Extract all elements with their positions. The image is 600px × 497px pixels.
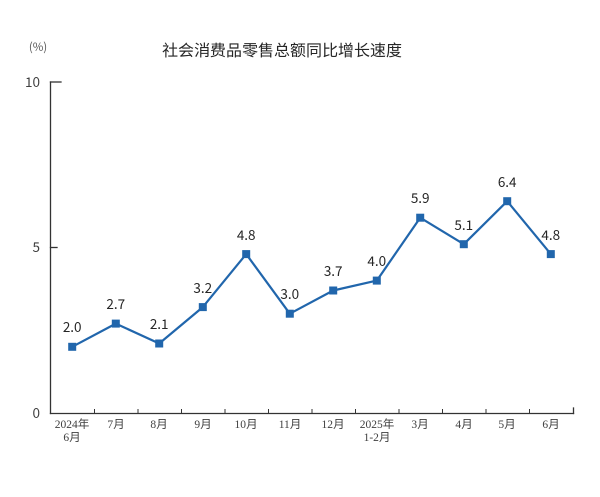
svg-text:10月: 10月 <box>235 416 258 432</box>
svg-text:0: 0 <box>33 402 41 422</box>
svg-text:1-2月: 1-2月 <box>364 429 391 445</box>
svg-text:9月: 9月 <box>194 416 211 432</box>
svg-text:11月: 11月 <box>279 416 302 432</box>
svg-text:4.0: 4.0 <box>367 250 386 270</box>
svg-text:5: 5 <box>33 236 41 256</box>
svg-text:3月: 3月 <box>411 416 428 432</box>
svg-text:4.8: 4.8 <box>237 224 256 244</box>
svg-text:2.1: 2.1 <box>150 313 169 333</box>
svg-text:4月: 4月 <box>455 416 472 432</box>
svg-text:7月: 7月 <box>107 416 124 432</box>
svg-text:5月: 5月 <box>498 416 515 432</box>
svg-text:社会消费品零售总额同比增长速度: 社会消费品零售总额同比增长速度 <box>162 37 402 61</box>
svg-text:4.8: 4.8 <box>541 224 560 244</box>
svg-text:8月: 8月 <box>150 416 167 432</box>
svg-text:12月: 12月 <box>322 416 345 432</box>
svg-text:3.2: 3.2 <box>193 277 212 297</box>
svg-text:10: 10 <box>25 71 40 91</box>
svg-text:3.0: 3.0 <box>280 283 299 303</box>
svg-text:2.0: 2.0 <box>63 316 82 336</box>
svg-text:5.1: 5.1 <box>454 214 473 234</box>
svg-text:6月: 6月 <box>542 416 559 432</box>
svg-text:3.7: 3.7 <box>324 260 343 280</box>
svg-text:2.7: 2.7 <box>106 293 125 313</box>
svg-text:6.4: 6.4 <box>498 171 517 191</box>
svg-text:5.9: 5.9 <box>411 187 430 207</box>
svg-text:6月: 6月 <box>63 429 80 445</box>
svg-text:(%): (%) <box>29 39 47 55</box>
